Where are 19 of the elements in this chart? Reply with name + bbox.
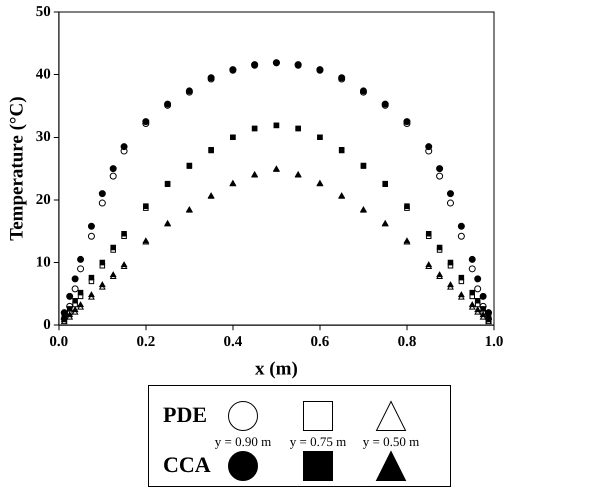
x-tick-label: 1.0	[484, 334, 504, 350]
text: y = 0.50 m	[362, 434, 420, 450]
text: y = 0.90 m	[214, 434, 272, 450]
y-tick-label: 20	[36, 192, 51, 208]
y-tick-label: 30	[36, 129, 51, 146]
legend-label: CCA	[163, 452, 211, 478]
y-tick-label: 10	[36, 254, 51, 270]
x-tick-label: 0.2	[136, 334, 156, 350]
y-axis-title: Temperature (°C)	[6, 96, 28, 241]
x-axis-title: x (m)	[255, 358, 298, 380]
x-tick-label: 0.0	[49, 334, 68, 350]
y-tick-label: 40	[36, 66, 51, 83]
x-tick-label: 0.8	[398, 334, 416, 350]
y-tick-label: 50	[36, 4, 51, 20]
text: y = 0.75 m	[290, 434, 346, 450]
x-tick-label: 0.6	[310, 334, 330, 350]
x-tick-label: 0.4	[224, 334, 243, 350]
y-tick-label: 0	[43, 317, 51, 334]
legend-label: PDE	[163, 402, 207, 428]
